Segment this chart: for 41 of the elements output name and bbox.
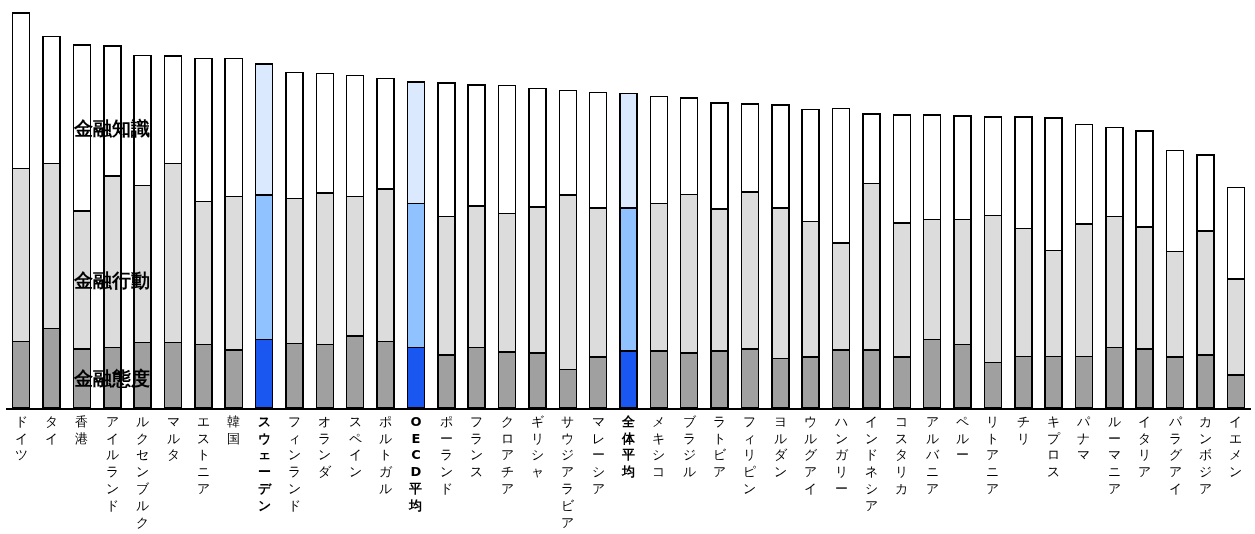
x-tick-label: オランダ (318, 413, 333, 480)
x-tick-label: イエメン (1229, 413, 1243, 480)
x-tick-label: ルーマニア (1107, 413, 1121, 497)
x-tick-label: アルバニア (924, 413, 940, 497)
x-tick-label: パラグアイ (1167, 413, 1183, 497)
x-tick-label: ドイツ (14, 413, 28, 463)
x-tick-label: OECD平均 (408, 413, 423, 514)
x-tick-label: リトアニア (986, 413, 1000, 497)
x-tick-label: 韓国 (227, 413, 241, 446)
x-tick-label: フィリピン (743, 413, 757, 497)
x-tick-label: ポーランド (439, 413, 453, 497)
x-tick-label: ヨルダン (773, 413, 788, 480)
x-tick-label: ギリシャ (530, 413, 544, 480)
x-tick-label: メキシコ (652, 413, 666, 480)
x-tick-label: アイルランド (105, 413, 119, 514)
x-tick-label: クロアチア (500, 413, 514, 497)
x-tick-label: ペルー (956, 413, 970, 463)
x-tick-label: コスタリカ (895, 413, 909, 497)
x-tick-label: エストニア (196, 413, 210, 497)
x-tick-label: マレーシア (591, 413, 605, 497)
x-tick-label: キプロス (1047, 413, 1062, 480)
x-tick-label: スペイン (348, 413, 362, 480)
x-tick-label: チリ (1016, 413, 1030, 446)
x-tick-label: ルクセンブルク (136, 413, 151, 530)
x-tick-label: フィンランド (287, 413, 301, 514)
x-tick-label: ウルグアイ (804, 413, 819, 497)
x-tick-label: タイ (45, 413, 59, 446)
x-tick-label: 香港 (75, 413, 89, 446)
x-tick-label: イタリア (1138, 413, 1152, 480)
x-tick-label: ラトビア (713, 413, 728, 480)
x-tick-label: フランス (470, 413, 484, 480)
x-tick-label: 全体平均 (621, 413, 636, 480)
x-tick-label: ポルトガル (379, 413, 394, 497)
x-tick-label: マルタ (166, 413, 180, 463)
x-tick-label: ブラジル (682, 413, 697, 480)
x-tick-label: パナマ (1076, 413, 1092, 463)
x-tick-label: スウェーデン (257, 413, 272, 514)
x-tick-label: ハンガリー (833, 413, 849, 497)
x-tick-label: カンボジア (1198, 413, 1212, 497)
x-tick-label: サウジアラビア (561, 413, 576, 530)
x-tick-label: インドネシア (864, 413, 878, 514)
